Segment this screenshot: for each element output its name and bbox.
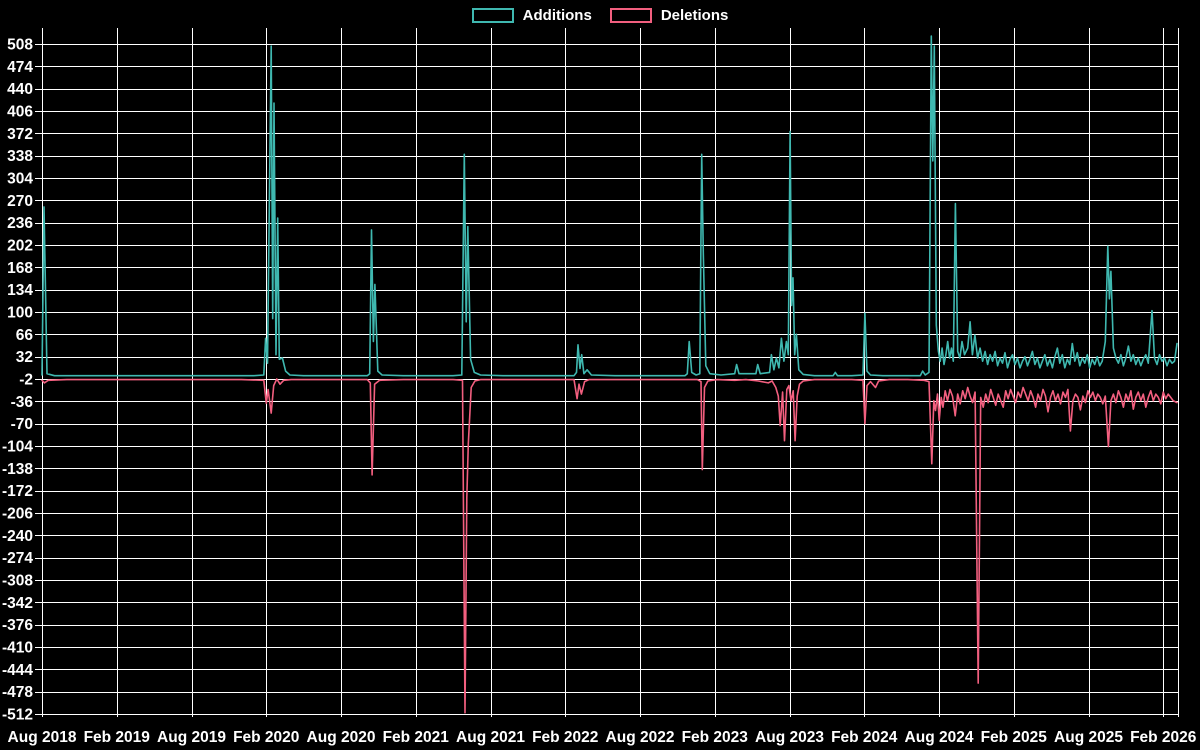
x-axis-tick-label: Aug 2018 — [8, 729, 77, 746]
x-axis-tick-label: Aug 2019 — [157, 729, 226, 746]
y-axis-tick-label: -308 — [2, 572, 33, 589]
y-axis-tick-label: -206 — [2, 505, 33, 522]
x-axis-tick-label: Feb 2021 — [383, 729, 450, 746]
y-axis-tick-label: -70 — [11, 416, 33, 433]
y-axis-tick-label: -410 — [2, 639, 33, 656]
chart-legend: Additions Deletions — [0, 8, 1200, 23]
y-axis-tick-label: 440 — [7, 81, 33, 98]
additions-line — [41, 35, 1178, 377]
y-axis-tick-label: -274 — [2, 550, 33, 567]
y-axis-tick-label: 202 — [7, 237, 33, 254]
additions-series-swatch-icon — [471, 8, 514, 23]
legend-label-deletions: Deletions — [660, 7, 729, 24]
y-axis-tick-label: 168 — [7, 260, 33, 277]
y-axis-tick-label: -478 — [2, 684, 33, 701]
y-axis-tick-label: 270 — [7, 193, 33, 210]
x-axis-tick-label: Feb 2019 — [84, 729, 151, 746]
y-axis-tick-label: 338 — [7, 148, 33, 165]
y-axis-tick-label: 406 — [7, 103, 33, 120]
y-axis-tick-label: 134 — [7, 282, 33, 299]
y-axis-tick-label: 304 — [7, 170, 33, 187]
y-axis-tick-label: -376 — [2, 617, 33, 634]
y-axis-tick-label: -138 — [2, 461, 33, 478]
y-axis-tick-label: 100 — [7, 304, 33, 321]
y-axis-tick-label: 66 — [16, 327, 34, 344]
x-axis-tick-label: Feb 2023 — [682, 729, 749, 746]
y-axis-tick-label: 32 — [16, 349, 33, 366]
x-axis-tick-label: Feb 2025 — [981, 729, 1048, 746]
x-axis-tick-label: Aug 2024 — [905, 729, 974, 746]
x-axis-tick-label: Feb 2020 — [233, 729, 299, 746]
y-axis-tick-label: 508 — [7, 36, 33, 53]
x-axis-tick-label: Aug 2021 — [456, 729, 525, 746]
deletions-line — [41, 378, 1178, 714]
y-axis-tick-label: -104 — [2, 438, 33, 455]
x-axis-tick-label: Feb 2022 — [532, 729, 598, 746]
x-axis-tick-label: Feb 2024 — [831, 729, 898, 746]
y-axis-tick-label: -240 — [2, 528, 33, 545]
x-axis-tick-label: Aug 2020 — [307, 729, 376, 746]
y-axis-tick-label: 372 — [7, 126, 33, 143]
y-axis-tick-label: -36 — [11, 394, 34, 411]
x-axis-tick-label: Aug 2022 — [606, 729, 675, 746]
y-axis-tick-label: -512 — [2, 706, 33, 723]
y-axis-tick-label: -342 — [2, 595, 33, 612]
x-axis-tick-label: Aug 2025 — [1054, 729, 1123, 746]
y-axis-tick-label: -444 — [2, 662, 33, 679]
x-axis-tick-label: Aug 2023 — [755, 729, 824, 746]
legend-label-additions: Additions — [522, 7, 592, 24]
legend-item-deletions[interactable]: Deletions — [609, 7, 729, 24]
y-axis-tick-label: -2 — [19, 371, 33, 388]
legend-item-additions[interactable]: Additions — [471, 7, 592, 24]
x-axis-tick-label: Feb 2026 — [1130, 729, 1197, 746]
y-axis-tick-label: 236 — [7, 215, 33, 232]
deletions-series-swatch-icon — [609, 8, 652, 23]
y-axis-tick-label: -172 — [2, 483, 33, 500]
y-axis-tick-label: 474 — [7, 59, 33, 76]
